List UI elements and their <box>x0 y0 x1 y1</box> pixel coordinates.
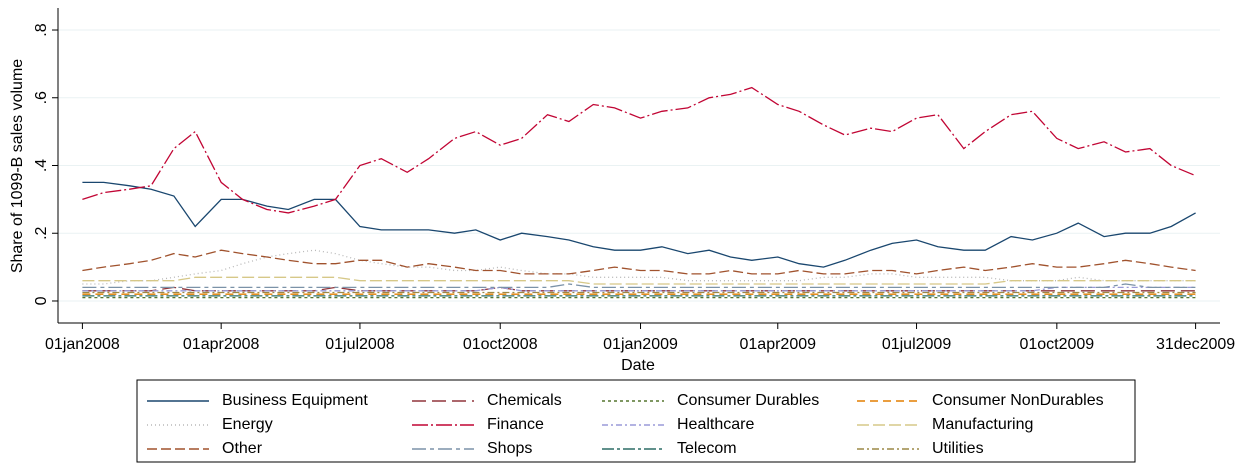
x-tick-label: 01jul2008 <box>325 336 395 353</box>
series-line <box>82 249 1196 275</box>
series-line <box>82 283 1196 289</box>
series-line <box>82 249 1196 285</box>
legend-label: Other <box>222 440 263 457</box>
legend-label: Healthcare <box>677 416 754 433</box>
x-tick-label: 01jan2008 <box>45 336 120 353</box>
legend-label: Utilities <box>932 440 984 457</box>
series-line <box>82 276 1196 285</box>
series-line <box>82 181 1196 268</box>
legend-label: Telecom <box>677 440 737 457</box>
series-line <box>82 86 1196 214</box>
x-axis-title: Date <box>621 357 655 374</box>
legend-label: Business Equipment <box>222 392 368 409</box>
y-axis-title: Share of 1099-B sales volume <box>9 59 26 273</box>
y-tick-label: .2 <box>33 226 50 239</box>
x-tick-label: 01jul2009 <box>882 336 952 353</box>
y-tick-label: .4 <box>33 159 50 172</box>
y-tick-label: .8 <box>33 23 50 36</box>
legend-label: Consumer Durables <box>677 392 819 409</box>
legend-label: Energy <box>222 416 273 433</box>
legend-label: Finance <box>487 416 544 433</box>
legend-label: Chemicals <box>487 392 562 409</box>
x-tick-label: 01jan2009 <box>603 336 678 353</box>
y-tick-label: .6 <box>33 91 50 104</box>
x-tick-label: 01oct2009 <box>1019 336 1094 353</box>
legend-label: Manufacturing <box>932 416 1033 433</box>
x-tick-label: 01oct2008 <box>463 336 538 353</box>
legend-label: Consumer NonDurables <box>932 392 1104 409</box>
legend-box <box>136 379 1136 463</box>
series-line <box>82 286 1196 292</box>
y-tick-label: 0 <box>33 296 50 305</box>
legend-label: Shops <box>487 440 532 457</box>
x-tick-label: 31dec2009 <box>1156 336 1235 353</box>
x-tick-label: 01apr2008 <box>183 336 260 353</box>
x-tick-label: 01apr2009 <box>740 336 817 353</box>
